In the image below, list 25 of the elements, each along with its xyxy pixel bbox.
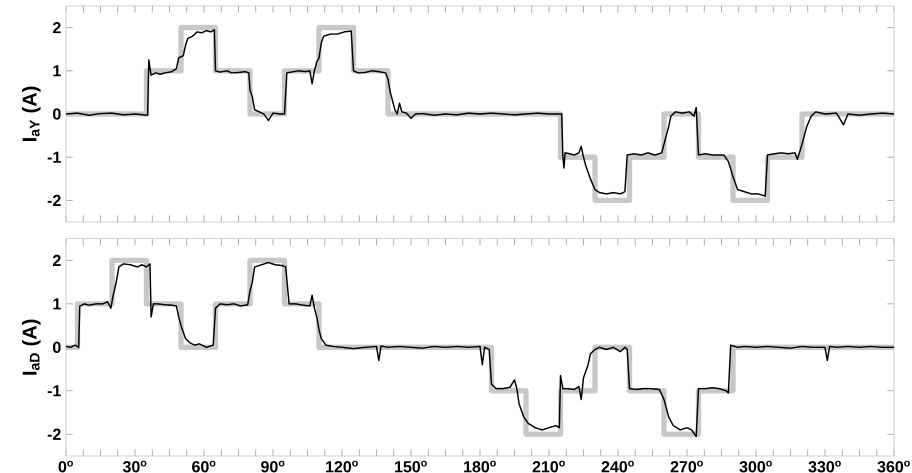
x-tick-label: 300$^{o}$ xyxy=(739,460,772,472)
x-tick-label: 330$^{o}$ xyxy=(808,460,841,472)
y-tick-label: -2 xyxy=(48,194,61,206)
y-tick-label: 0 xyxy=(53,342,61,353)
y-tick-label: -2 xyxy=(48,428,61,440)
x-tick-label: 150$^{o}$ xyxy=(395,460,427,472)
x-tick-label: 180$^{o}$ xyxy=(464,460,496,472)
y-tick-label: -1 xyxy=(48,152,61,163)
x-tick-label: 240$^{o}$ xyxy=(602,460,634,472)
x-tick-label: 120$^{o}$ xyxy=(326,460,358,472)
x-tick-label: 210$^{o}$ xyxy=(532,460,565,472)
y-axis-title: I$_{aY}$ (A) xyxy=(22,86,41,141)
y-tick-label: 1 xyxy=(53,65,61,76)
x-tick-label: 60$^{o}$ xyxy=(192,460,216,472)
y-tick-label: 0 xyxy=(53,108,61,120)
x-tick-label: 0$^{o}$ xyxy=(58,460,73,472)
y-tick-label: -1 xyxy=(48,385,61,396)
y-tick-label: 2 xyxy=(52,254,61,266)
x-tick-label: 360$^{o}$ xyxy=(877,460,910,472)
y-axis-title: I$_{aD}$ (A) xyxy=(22,320,41,375)
x-tick-label: 270$^{o}$ xyxy=(670,460,703,472)
x-tick-label: 30$^{o}$ xyxy=(122,460,146,472)
y-tick-label: 2 xyxy=(52,22,61,34)
x-tick-label: 90$^{o}$ xyxy=(261,460,284,472)
y-tick-label: 1 xyxy=(53,298,61,310)
